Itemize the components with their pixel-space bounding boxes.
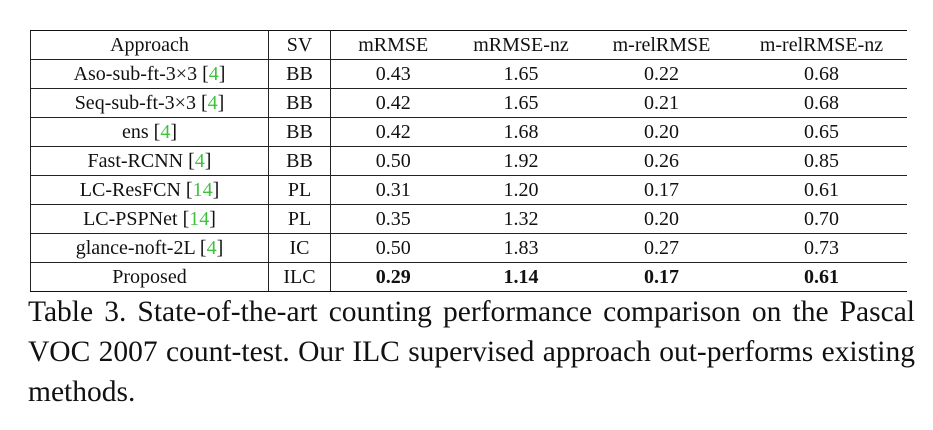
value-cell: 1.32 [455, 204, 587, 234]
value-cell: 0.17 [586, 262, 737, 292]
approach-name: ens [121, 121, 149, 143]
approach-cell: Proposed [30, 262, 269, 292]
sv-cell: ILC [268, 262, 331, 292]
approach-name: Seq-sub-ft-3×3 [74, 92, 196, 114]
value-cell: 1.92 [455, 146, 587, 176]
header-cell: mRMSE [330, 30, 456, 60]
header-cell: m-relRMSE-nz [736, 30, 907, 60]
sv-cell: IC [268, 233, 331, 263]
approach-name: LC-ResFCN [79, 179, 181, 201]
value-cell: 0.35 [330, 204, 456, 234]
value-cell: 0.27 [586, 233, 737, 263]
table-row: LC-ResFCN [14] PL 0.31 1.20 0.17 0.61 [30, 175, 907, 205]
header-cell: Approach [30, 30, 269, 60]
approach-name: Aso-sub-ft-3×3 [73, 63, 198, 85]
approach-name: glance-noft-2L [75, 237, 195, 259]
sv-cell: BB [268, 88, 331, 118]
value-cell: 1.83 [455, 233, 587, 263]
table-row: Seq-sub-ft-3×3 [4] BB 0.42 1.65 0.21 0.68 [30, 88, 907, 118]
citation: [4] [199, 237, 224, 259]
table-row: Proposed ILC 0.29 1.14 0.17 0.61 [30, 262, 907, 292]
value-cell: 0.65 [736, 117, 907, 147]
value-cell: 0.68 [736, 88, 907, 118]
approach-cell: Seq-sub-ft-3×3 [4] [30, 88, 269, 118]
sv-cell: PL [268, 175, 331, 205]
value-cell: 1.68 [455, 117, 587, 147]
value-cell: 0.70 [736, 204, 907, 234]
table-row: LC-PSPNet [14] PL 0.35 1.32 0.20 0.70 [30, 204, 907, 234]
value-cell: 0.29 [330, 262, 456, 292]
citation: [4] [153, 121, 177, 143]
citation: [14] [185, 179, 220, 201]
citation: [4] [188, 150, 212, 172]
approach-cell: Fast-RCNN [4] [30, 146, 269, 176]
approach-name: Proposed [112, 266, 187, 288]
approach-cell: glance-noft-2L [4] [30, 233, 269, 263]
value-cell: 0.22 [586, 59, 737, 89]
table-body: Approach SV mRMSE mRMSE-nz m-relRMSE m-relRMS… [30, 30, 907, 292]
citation: [4] [200, 92, 225, 114]
header-cell: SV [268, 30, 331, 60]
value-cell: 0.31 [330, 175, 456, 205]
value-cell: 1.65 [455, 59, 587, 89]
approach-cell: Aso-sub-ft-3×3 [4] [30, 59, 269, 89]
value-cell: 0.50 [330, 146, 456, 176]
approach-cell: LC-PSPNet [14] [30, 204, 269, 234]
approach-name: LC-PSPNet [83, 208, 178, 230]
value-cell: 0.20 [586, 204, 737, 234]
table-row: glance-noft-2L [4] IC 0.50 1.83 0.27 0.73 [30, 233, 907, 263]
value-cell: 0.61 [736, 175, 907, 205]
value-cell: 0.61 [736, 262, 907, 292]
approach-cell: LC-ResFCN [14] [30, 175, 269, 205]
approach-cell: ens [4] [30, 117, 269, 147]
table-row: ens [4] BB 0.42 1.68 0.20 0.65 [30, 117, 907, 147]
value-cell: 0.43 [330, 59, 456, 89]
value-cell: 1.20 [455, 175, 587, 205]
value-cell: 0.17 [586, 175, 737, 205]
value-cell: 0.85 [736, 146, 907, 176]
approach-name: Fast-RCNN [87, 150, 184, 172]
table-row: Fast-RCNN [4] BB 0.50 1.92 0.26 0.85 [30, 146, 907, 176]
sv-cell: PL [268, 204, 331, 234]
value-cell: 1.65 [455, 88, 587, 118]
value-cell: 0.50 [330, 233, 456, 263]
results-table: Approach SV mRMSE mRMSE-nz m-relRMSE m-relRMS… [30, 30, 907, 292]
value-cell: 0.26 [586, 146, 737, 176]
table-row: Aso-sub-ft-3×3 [4] BB 0.43 1.65 0.22 0.68 [30, 59, 907, 89]
value-cell: 0.20 [586, 117, 737, 147]
value-cell: 1.14 [455, 262, 587, 292]
header-cell: m-relRMSE [586, 30, 737, 60]
caption: Table 3. State-of-the-art counting perfo… [28, 296, 915, 408]
header-cell: mRMSE-nz [455, 30, 587, 60]
header-row: Approach SV mRMSE mRMSE-nz m-relRMSE m-relRMS… [30, 30, 907, 60]
value-cell: 0.21 [586, 88, 737, 118]
sv-cell: BB [268, 146, 331, 176]
value-cell: 0.73 [736, 233, 907, 263]
sv-cell: BB [268, 117, 331, 147]
citation: [4] [202, 63, 226, 85]
value-cell: 0.42 [330, 117, 456, 147]
sv-cell: BB [268, 59, 331, 89]
value-cell: 0.68 [736, 59, 907, 89]
value-cell: 0.42 [330, 88, 456, 118]
citation: [14] [182, 208, 216, 230]
